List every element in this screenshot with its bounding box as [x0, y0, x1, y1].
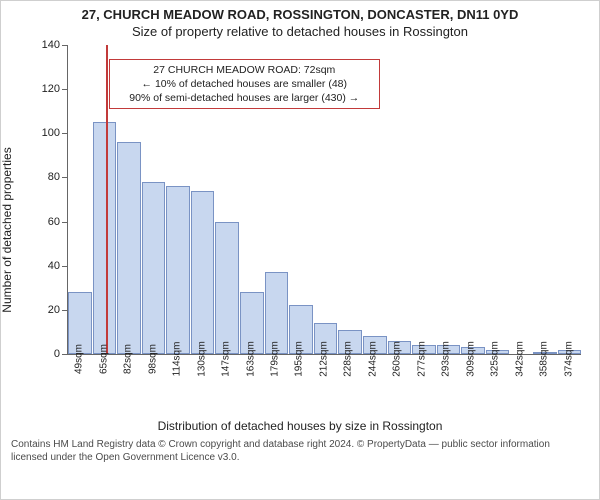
bar — [142, 182, 166, 354]
annotation-box: 27 CHURCH MEADOW ROAD: 72sqm ← 10% of de… — [109, 59, 380, 110]
bar — [166, 186, 190, 354]
x-tick-label: 244sqm — [361, 357, 385, 415]
bar — [93, 122, 117, 354]
x-tick-label: 98sqm — [140, 357, 164, 415]
x-tick-label: 309sqm — [459, 357, 483, 415]
x-tick-labels: 49sqm65sqm82sqm98sqm114sqm130sqm147sqm16… — [67, 357, 581, 415]
x-tick-label: 228sqm — [336, 357, 360, 415]
x-tick-label: 195sqm — [287, 357, 311, 415]
plot-region: 27 CHURCH MEADOW ROAD: 72sqm ← 10% of de… — [67, 45, 581, 355]
chart-area: Number of detached properties 27 CHURCH … — [11, 45, 589, 415]
x-tick-label: 82sqm — [116, 357, 140, 415]
annotation-line2: ← 10% of detached houses are smaller (48… — [116, 77, 373, 91]
y-tick-label: 140 — [42, 39, 68, 51]
x-tick-label: 260sqm — [385, 357, 409, 415]
x-axis-label: Distribution of detached houses by size … — [11, 419, 589, 433]
x-tick-label: 342sqm — [507, 357, 531, 415]
bar — [117, 142, 141, 354]
title-address: 27, CHURCH MEADOW ROAD, ROSSINGTON, DONC… — [11, 7, 589, 22]
x-tick-label: 325sqm — [483, 357, 507, 415]
y-axis-label: Number of detached properties — [0, 147, 14, 312]
y-tick-label: 120 — [42, 83, 68, 95]
x-tick-label: 163sqm — [238, 357, 262, 415]
bar — [215, 222, 239, 354]
x-tick-label: 49sqm — [67, 357, 91, 415]
title-subtitle: Size of property relative to detached ho… — [11, 24, 589, 39]
x-tick-label: 374sqm — [556, 357, 580, 415]
bar — [191, 191, 215, 354]
x-tick-label: 130sqm — [189, 357, 213, 415]
y-tick-label: 80 — [48, 171, 68, 183]
y-tick-label: 60 — [48, 216, 68, 228]
x-tick-label: 114sqm — [165, 357, 189, 415]
annotation-line1: 27 CHURCH MEADOW ROAD: 72sqm — [116, 63, 373, 77]
x-tick-label: 293sqm — [434, 357, 458, 415]
y-tick-label: 40 — [48, 260, 68, 272]
y-tick-label: 20 — [48, 304, 68, 316]
figure-container: 27, CHURCH MEADOW ROAD, ROSSINGTON, DONC… — [0, 0, 600, 500]
y-tick-label: 100 — [42, 127, 68, 139]
x-tick-label: 65sqm — [91, 357, 115, 415]
x-tick-label: 358sqm — [532, 357, 556, 415]
x-tick-label: 179sqm — [263, 357, 287, 415]
annotation-line3: 90% of semi-detached houses are larger (… — [116, 91, 373, 105]
x-tick-label: 147sqm — [214, 357, 238, 415]
x-tick-label: 212sqm — [312, 357, 336, 415]
y-tick-label: 0 — [54, 348, 68, 360]
license-text: Contains HM Land Registry data © Crown c… — [11, 439, 589, 464]
x-tick-label: 277sqm — [410, 357, 434, 415]
